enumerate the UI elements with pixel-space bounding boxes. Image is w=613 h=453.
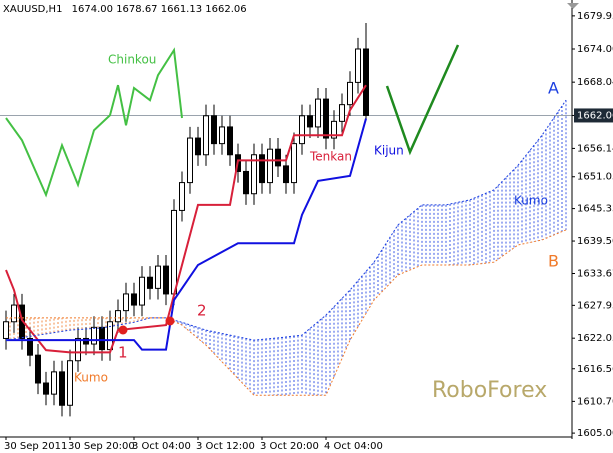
open-value: 1674.00 (72, 4, 113, 15)
indicator-line (6, 118, 367, 351)
candle-body (115, 310, 121, 323)
candle-body (299, 115, 305, 145)
x-tick-label: 4 Oct 04:00 (324, 441, 383, 452)
indicator-line (5, 47, 183, 198)
y-tick-label: 1633.67 (577, 269, 613, 280)
candle-body (219, 126, 225, 145)
candle-body (211, 115, 217, 145)
candle-body (51, 371, 57, 395)
candle-body (67, 360, 73, 406)
x-tick-label: 3 Oct 20:00 (260, 441, 319, 452)
x-tick-label: 3 Oct 04:00 (132, 441, 191, 452)
low-value: 1661.13 (161, 4, 202, 15)
symbol: XAUUSD,H1 (3, 4, 62, 15)
candle-body (275, 148, 281, 167)
candle-body (11, 304, 17, 323)
candle-body (227, 126, 233, 156)
candle-body (27, 337, 33, 356)
indicator-line (5, 84, 367, 354)
candle-body (195, 137, 201, 156)
candle-body (187, 137, 193, 184)
candle-body (75, 337, 81, 362)
candle-body (155, 265, 161, 289)
y-tick-label: 1610.70 (577, 396, 613, 407)
marks (0, 22, 572, 417)
y-tick-label: 1674.00 (577, 44, 613, 55)
header: XAUUSD,H1 1674.00 1678.67 1661.13 1662.0… (3, 4, 247, 15)
kumo-span (6, 229, 567, 396)
y-tick-label: 1656.14 (577, 143, 613, 154)
candle-body (163, 265, 169, 295)
candle-body (131, 293, 137, 306)
candle-body (243, 170, 249, 195)
candle-body (99, 326, 105, 351)
kumo-label: Kumo (514, 194, 548, 208)
candle-body (179, 182, 185, 211)
y-tick-label: 1645.33 (577, 204, 613, 215)
kumo-label: Kumo (74, 371, 108, 385)
forecast-arrow (385, 44, 460, 156)
watermark: RoboForex (432, 378, 547, 403)
candle-body (347, 81, 353, 106)
close-value: 1662.06 (205, 4, 246, 15)
kijun-label: Kijun (374, 144, 404, 158)
candle-body (307, 115, 313, 128)
y-tick-label: 1651.05 (577, 172, 613, 183)
kumo-span (5, 99, 567, 341)
y-tick-label: 1605.00 (577, 428, 613, 439)
candle-body (91, 326, 97, 345)
candle-body (203, 115, 209, 156)
candle-body (355, 48, 361, 83)
candle-body (251, 154, 257, 195)
candle-body (323, 98, 329, 139)
cross-dot (165, 316, 175, 326)
x-tick-label: 30 Sep 2011 (4, 441, 67, 452)
x-tick-label: 3 Oct 12:00 (196, 441, 255, 452)
high-value: 1678.67 (116, 4, 157, 15)
candle-body (291, 143, 297, 184)
candle-body (283, 165, 289, 184)
candle-body (59, 371, 65, 406)
y-tick-label: 1616.56 (577, 364, 613, 375)
candle-body (83, 337, 89, 345)
cross-label: 1 (118, 344, 128, 362)
chinkou-label: Chinkou (108, 53, 156, 67)
cross-dot (118, 325, 128, 335)
candle-body (139, 276, 145, 306)
candle-body (339, 104, 345, 122)
y-tick-label: 1662.06 (577, 110, 613, 121)
candle-body (171, 209, 177, 295)
candle-body (3, 321, 9, 339)
candle-body (43, 382, 49, 395)
candle-body (147, 276, 153, 289)
candle-body (331, 120, 337, 139)
candle-body (123, 293, 129, 312)
y-tick-label: 1627.95 (577, 300, 613, 311)
candle-body (259, 154, 265, 184)
y-tick-label: 1679.95 (577, 11, 613, 22)
candle-body (363, 48, 369, 116)
y-tick-label: 1622.05 (577, 333, 613, 344)
span-a-label: A (548, 79, 559, 98)
y-tick-label: 1668.04 (577, 77, 613, 88)
candle-body (267, 148, 273, 184)
x-tick-label: 30 Sep 20:00 (68, 441, 135, 452)
candle-body (35, 354, 41, 384)
candle-body (315, 98, 321, 128)
shift-marker (567, 3, 579, 9)
cross-label: 2 (197, 302, 207, 320)
span-b-label: B (548, 252, 559, 271)
y-tick-label: 1639.50 (577, 236, 613, 247)
price-box (574, 108, 613, 123)
tenkan-label: Tenkan (309, 150, 352, 164)
